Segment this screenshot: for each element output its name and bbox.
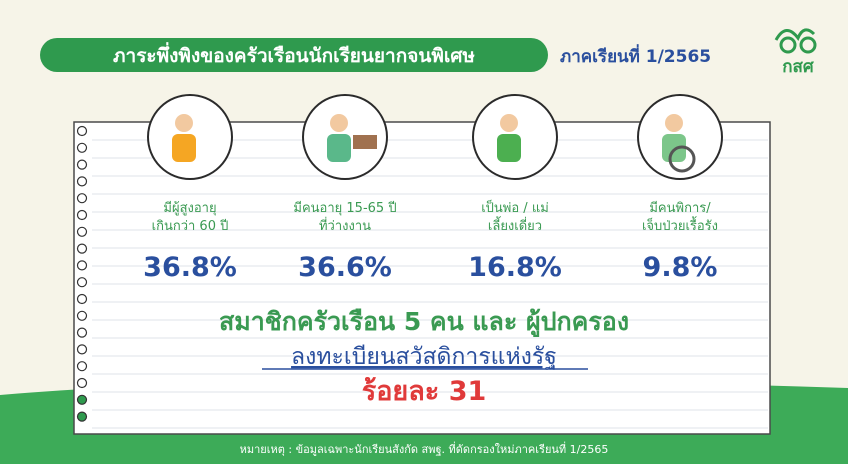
icon-head — [500, 114, 518, 132]
ring — [76, 277, 88, 288]
stat-label: เกินกว่า 60 ปี — [152, 218, 229, 234]
stat-label: มีผู้สูงอายุ — [163, 200, 216, 216]
stat-value: 36.8% — [143, 252, 237, 283]
icon-wheel — [668, 145, 696, 173]
highlight-line3: ร้อยละ 31 — [362, 376, 487, 407]
stat-label: เจ็บป่วยเรื้อรัง — [642, 216, 718, 234]
ring — [76, 176, 88, 187]
ring — [76, 327, 88, 338]
ring — [76, 209, 88, 221]
highlight-line1: สมาชิกครัวเรือน 5 คน และ ผู้ปกครอง — [219, 307, 629, 338]
ring — [76, 159, 88, 170]
stat-value: 9.8% — [643, 252, 718, 283]
highlight-line2: ลงทะเบียนสวัสดิการแห่งรัฐ — [291, 344, 557, 370]
icon-head — [665, 114, 683, 132]
ring — [76, 377, 88, 389]
stats: มีผู้สูงอายุเกินกว่า 60 ปี 36.8% มีคนอายุ … — [143, 94, 723, 283]
icon-body — [662, 134, 686, 162]
stat-label: ที่ว่างงาน — [319, 217, 371, 234]
icon-body — [497, 134, 521, 162]
ring — [76, 226, 88, 237]
stat-label: เลี้ยงเดี่ยว — [488, 216, 542, 234]
stat-value: 36.6% — [298, 252, 392, 283]
footnote: หมายเหตุ : ข้อมูลเฉพาะนักเรียนสังกัด สพฐ… — [240, 441, 609, 456]
ring — [76, 293, 88, 305]
term: ภาคเรียนที่ 1/2565 — [560, 44, 711, 67]
stat-label: มีคนอายุ 15-65 ปี — [293, 200, 396, 216]
ring — [76, 260, 88, 271]
title: ภาระพึ่งพิงของครัวเรือนนักเรียนยากจนพิเศ… — [113, 42, 475, 67]
ring — [76, 243, 88, 254]
ring — [76, 344, 88, 355]
icon-head — [175, 114, 193, 132]
stat-label: เป็นพ่อ / แม่ — [481, 198, 549, 216]
ring — [76, 394, 88, 405]
ring — [76, 411, 88, 422]
ring — [76, 193, 88, 204]
icon-head — [330, 114, 348, 132]
stat-label: มีคนพิการ/ — [649, 200, 711, 216]
title-pill — [40, 38, 548, 72]
ring — [76, 310, 88, 321]
logo-text: กสศ — [782, 57, 815, 77]
logo-icon — [774, 28, 817, 54]
ring — [76, 125, 88, 137]
icon-sign — [353, 135, 377, 149]
icon-body — [172, 134, 196, 162]
icon-body — [327, 134, 351, 162]
ring — [76, 361, 88, 372]
stat-value: 16.8% — [468, 252, 562, 283]
ring — [76, 142, 88, 153]
